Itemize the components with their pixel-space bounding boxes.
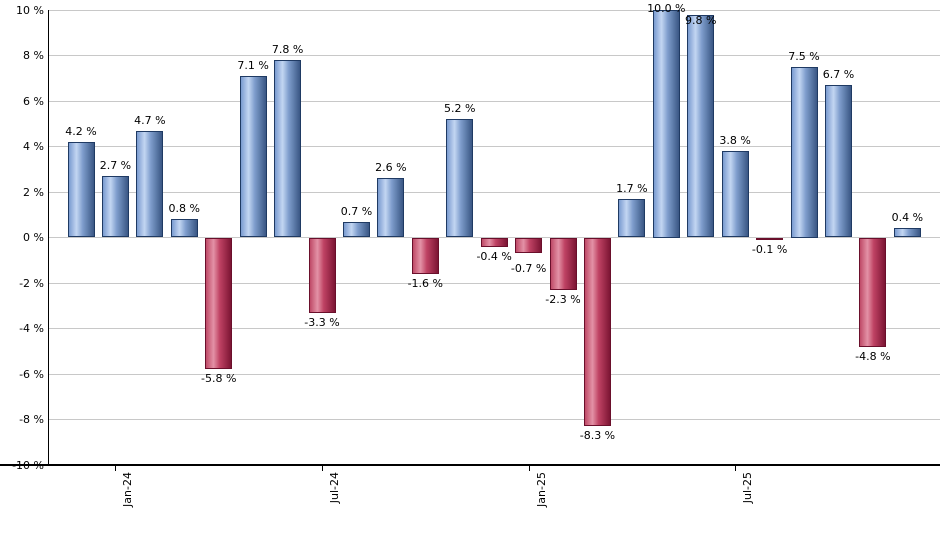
bar-negative (411, 237, 439, 274)
bar-value-label: 0.4 % (891, 211, 924, 225)
y-axis-tick-label: 2 % (23, 185, 44, 199)
bar-value-label: 7.5 % (788, 49, 820, 63)
bar-positive (377, 178, 405, 238)
bar-value-label: -1.6 % (407, 276, 444, 290)
bar-positive (239, 75, 267, 238)
y-gridline (49, 373, 940, 375)
bar-negative (756, 237, 784, 240)
bar-value-label: -3.3 % (304, 315, 340, 329)
y-gridline (49, 55, 940, 56)
y-axis-tick-label: 0 % (23, 231, 44, 244)
y-gridline (49, 146, 940, 147)
y-axis-line (47, 10, 49, 466)
x-axis-tick-label: Jan-25 (534, 472, 548, 507)
x-axis-tick (735, 465, 737, 471)
bar-negative (549, 237, 577, 290)
bar-value-label: -0.7 % (510, 261, 547, 275)
bar-negative (583, 237, 611, 427)
bar-positive (101, 176, 129, 238)
bar-positive (824, 85, 852, 238)
y-gridline (49, 419, 940, 420)
bar-positive (342, 221, 370, 238)
y-axis-tick-label: 8 % (23, 49, 44, 62)
bar-value-label: 4.7 % (134, 113, 166, 127)
bar-value-label: 1.7 % (616, 181, 648, 195)
bar-positive (652, 10, 680, 238)
bar-positive (721, 151, 749, 238)
y-gridline (49, 328, 940, 329)
bar-value-label: 6.7 % (822, 68, 855, 82)
x-axis-tick (115, 465, 117, 471)
bar-value-label: 2.7 % (99, 159, 132, 173)
bar-negative (480, 237, 508, 247)
bar-value-label: -8.3 % (579, 429, 616, 443)
bar-value-label: 7.1 % (237, 58, 269, 72)
bar-positive (136, 130, 164, 238)
y-axis-tick-label: 4 % (23, 140, 44, 153)
y-axis-tick-label: 6 % (23, 94, 44, 108)
bar-value-label: 10.0 % (647, 2, 686, 15)
x-axis-tick-label: Jan-24 (121, 472, 135, 507)
y-axis-tick-label: -4 % (19, 322, 44, 335)
bar-value-label: -4.8 % (855, 349, 891, 363)
y-gridline (49, 9, 940, 11)
bar-positive (170, 219, 198, 238)
bar-positive (893, 228, 921, 238)
bar-value-label: -2.3 % (545, 292, 581, 306)
y-axis-tick-label: -6 % (19, 367, 44, 381)
x-axis-tick-label: Jul-25 (741, 472, 755, 504)
bar-value-label: 2.6 % (375, 161, 407, 175)
bar-negative (859, 237, 887, 347)
y-axis-tick-label: -8 % (19, 413, 44, 426)
y-axis-tick-label: 10 % (16, 3, 44, 17)
bar-negative (308, 237, 336, 313)
y-gridline (49, 282, 940, 284)
x-axis-tick-label: Jul-24 (328, 472, 341, 504)
x-axis-line (0, 464, 940, 466)
bar-positive (67, 141, 95, 238)
bar-value-label: 7.8 % (271, 43, 304, 57)
bar-value-label: 0.8 % (168, 202, 201, 216)
bar-value-label: 4.2 % (65, 124, 97, 138)
bar-negative (205, 237, 233, 370)
bar-positive (790, 66, 818, 238)
bar-value-label: 3.8 % (719, 134, 751, 148)
bar-value-label: -0.4 % (476, 249, 512, 263)
bar-positive (618, 198, 646, 238)
bar-value-label: 5.2 % (443, 102, 476, 116)
bar-value-label: -0.1 % (751, 242, 788, 256)
bar-value-label: -5.8 % (201, 372, 237, 386)
x-axis-tick (528, 465, 530, 471)
bar-value-label: 9.8 % (685, 14, 717, 27)
bar-positive (687, 14, 715, 238)
y-axis-tick-label: -2 % (19, 276, 44, 290)
bar-negative (515, 237, 543, 254)
y-gridline (49, 100, 940, 102)
y-gridline (49, 191, 940, 193)
bar-value-label: 0.7 % (340, 204, 373, 218)
x-axis-tick (322, 465, 323, 471)
bar-positive (446, 119, 474, 238)
bar-positive (274, 60, 302, 238)
